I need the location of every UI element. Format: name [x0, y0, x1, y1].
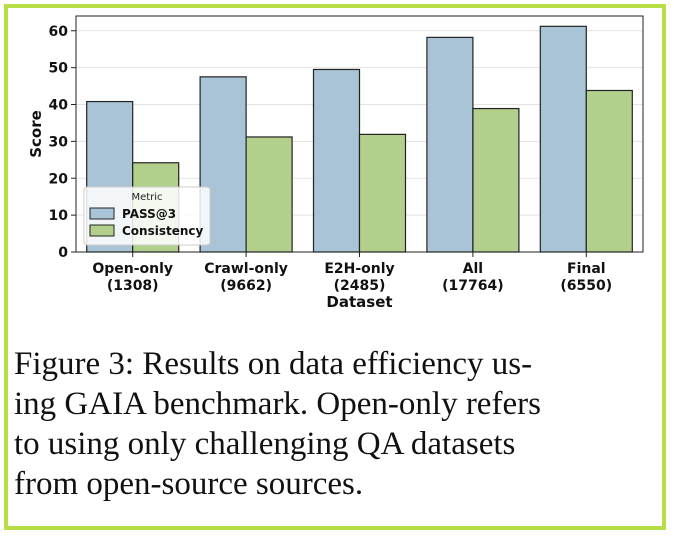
y-tick-label: 20 — [49, 171, 69, 187]
legend-label: Consistency — [122, 224, 204, 238]
legend-title: Metric — [131, 192, 162, 203]
x-tick-label: Open-only — [92, 261, 173, 277]
x-tick-label: E2H-only — [324, 261, 394, 277]
bar-pass-3 — [312, 68, 361, 253]
y-tick-label: 0 — [58, 245, 68, 261]
x-tick-sublabel: (1308) — [107, 278, 159, 294]
legend: Metric PASS@3 Consistency — [83, 186, 211, 246]
x-axis-label: Dataset — [326, 293, 392, 311]
y-tick-label: 50 — [49, 61, 69, 77]
bar-consistency — [585, 89, 633, 253]
y-tick-labels: 0 10 20 30 40 50 60 — [49, 24, 76, 261]
figure-caption: Figure 3: Results on data efficiency us-… — [14, 344, 650, 504]
bar-pass-3 — [539, 25, 587, 253]
plot-area-border — [75, 15, 644, 253]
y-tick-label: 30 — [49, 134, 69, 150]
caption-line: to using only challenging QA datasets — [14, 426, 516, 462]
x-tick-label: All — [463, 261, 483, 277]
bar-consistency — [245, 136, 293, 253]
x-tick-sublabel: (17764) — [442, 278, 504, 294]
legend-swatch — [89, 224, 115, 237]
y-tick-label: 10 — [49, 208, 69, 224]
x-tick-sublabel: (6550) — [560, 278, 612, 294]
bar-consistency — [358, 133, 407, 253]
caption-line: from open-source sources. — [14, 466, 364, 502]
caption-line: Figure 3: Results on data efficiency us- — [14, 346, 533, 382]
x-tick-labels: Open-only(1308)Crawl-only(9662)E2H-only(… — [92, 252, 612, 294]
y-tick-label: 60 — [49, 24, 69, 40]
x-tick-label: Final — [567, 261, 606, 277]
x-tick-label: Crawl-only — [204, 261, 288, 277]
bar-consistency — [472, 107, 520, 253]
bar-pass-3 — [426, 36, 474, 253]
legend-box — [83, 186, 211, 246]
bars — [86, 25, 633, 253]
y-tick-label: 40 — [49, 98, 69, 114]
y-axis-label: Score — [27, 110, 45, 158]
x-tick-sublabel: (2485) — [334, 278, 386, 294]
legend-swatch — [89, 207, 115, 220]
x-tick-sublabel: (9662) — [220, 278, 272, 294]
caption-line: ing GAIA benchmark. Open-only refers — [14, 386, 541, 422]
legend-label: PASS@3 — [122, 207, 176, 221]
